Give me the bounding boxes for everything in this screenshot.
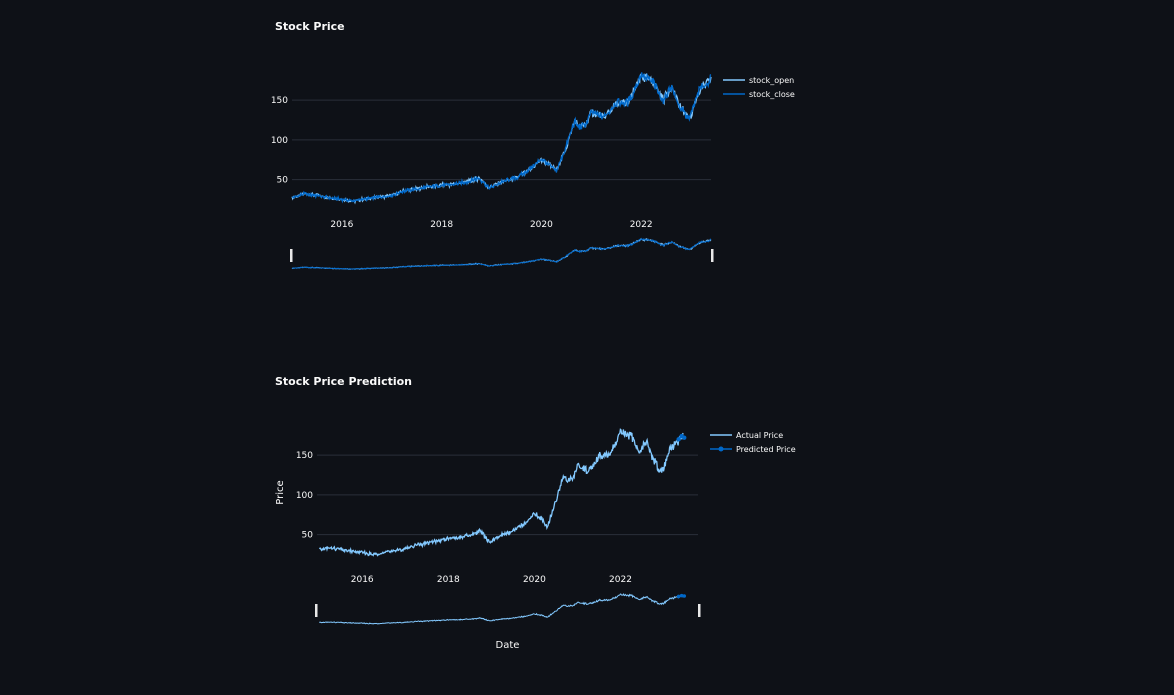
legend-label[interactable]: stock_open [749, 76, 794, 85]
y-tick-label: 150 [296, 451, 313, 461]
legend-label[interactable]: stock_close [749, 90, 795, 99]
legend-marker [718, 446, 724, 452]
x-tick-label: 2018 [437, 575, 460, 585]
stock-price-prediction-chart[interactable]: 50 100 150 2016 2018 2020 2022 Price Date Actual … [0, 355, 1174, 690]
stock-price-chart[interactable]: 50 100 150 2016 2018 2020 2022 stock_open stock_… [0, 0, 1174, 340]
x-tick-label: 2018 [430, 220, 453, 230]
y-tick-label: 150 [271, 96, 288, 106]
y-tick-label: 50 [277, 176, 289, 186]
x-tick-label: 2016 [330, 220, 353, 230]
data-point[interactable] [682, 435, 687, 440]
range-slider-right-handle[interactable] [711, 249, 714, 262]
data-point[interactable] [676, 437, 681, 442]
y-tick-label: 100 [271, 136, 288, 146]
series-line-actual-price[interactable] [319, 428, 684, 557]
chart-title-stock-price: Stock Price [275, 20, 345, 33]
x-tick-label: 2020 [523, 575, 546, 585]
legend-label[interactable]: Predicted Price [736, 445, 796, 454]
range-slider-point [676, 594, 681, 599]
chart-title-stock-price-prediction: Stock Price Prediction [275, 375, 413, 388]
range-slider-right-handle[interactable] [698, 604, 701, 617]
x-tick-label: 2022 [609, 575, 632, 585]
y-tick-label: 50 [302, 531, 314, 541]
y-axis-title: Price [275, 480, 286, 504]
x-axis-title: Date [496, 640, 520, 651]
series-line-stock_close[interactable] [291, 72, 712, 204]
x-tick-label: 2022 [630, 220, 653, 230]
range-slider-left-handle[interactable] [315, 604, 318, 617]
x-tick-label: 2016 [351, 575, 374, 585]
x-tick-label: 2020 [530, 220, 553, 230]
range-slider-left-handle[interactable] [290, 249, 293, 262]
range-slider-line-stock_close [292, 237, 712, 270]
range-slider-line-actual-price [319, 593, 684, 625]
range-slider-point [682, 594, 687, 598]
y-tick-label: 100 [296, 491, 313, 501]
legend-label[interactable]: Actual Price [736, 431, 783, 440]
